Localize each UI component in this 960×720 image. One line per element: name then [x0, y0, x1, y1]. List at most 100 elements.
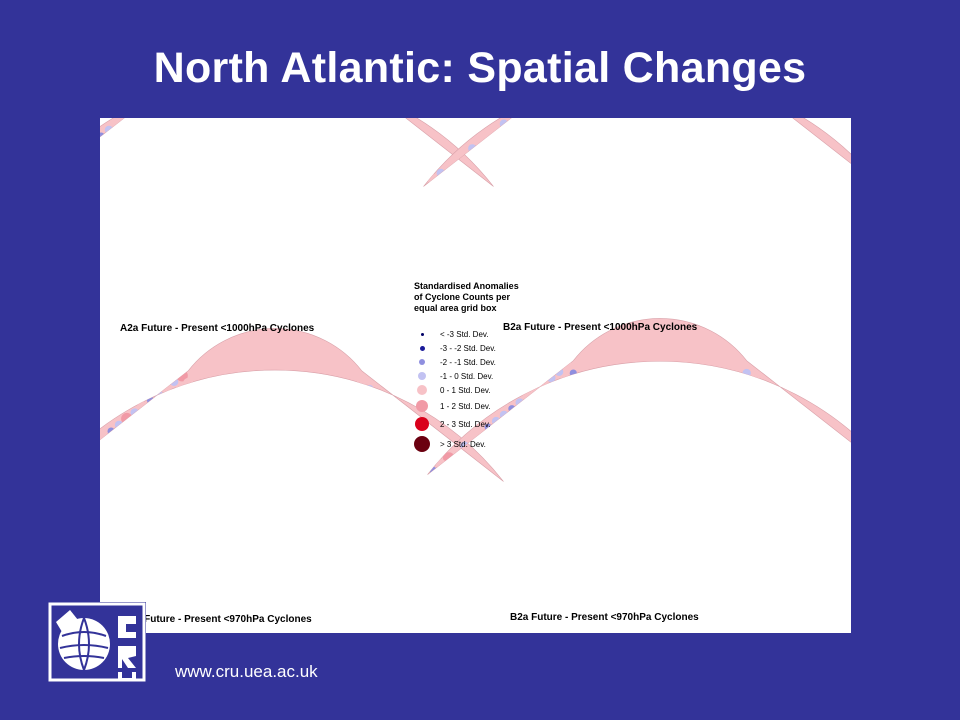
grid-box-dot [771, 187, 775, 191]
grid-box-dot [734, 434, 746, 447]
grid-box-dot [119, 118, 130, 123]
grid-box-dot [734, 423, 746, 436]
grid-box-dot [182, 441, 191, 450]
grid-box-dot [839, 482, 851, 494]
grid-box-dot [617, 400, 626, 409]
grid-box-dot [577, 481, 587, 491]
grid-box-dot [716, 153, 731, 167]
grid-box-dot [182, 390, 193, 402]
grid-box-dot [544, 218, 551, 225]
grid-box-dot [775, 128, 784, 136]
grid-box-dot [627, 200, 637, 210]
grid-box-dot [636, 209, 649, 222]
grid-box-dot [365, 471, 376, 482]
grid-box-dot [839, 166, 844, 171]
grid-box-dot [212, 529, 222, 539]
legend-swatch [414, 436, 430, 452]
grid-box-dot [809, 531, 819, 541]
grid-box-dot [807, 445, 817, 454]
grid-box-dot [259, 424, 272, 437]
grid-box-dot [192, 210, 202, 220]
grid-box-dot [603, 155, 613, 164]
grid-box-dot [486, 165, 498, 176]
grid-box-dot [332, 119, 344, 131]
grid-box-dot [633, 271, 641, 279]
grid-box-dot [617, 514, 624, 521]
grid-box-dot [165, 232, 175, 242]
grid-box-dot [646, 240, 658, 252]
grid-box-dot [123, 498, 133, 508]
grid-box-dot [425, 531, 432, 538]
grid-box-dot [769, 475, 777, 483]
grid-box-dot [110, 447, 122, 458]
grid-box-dot [165, 501, 175, 511]
cru-logo [48, 602, 146, 682]
grid-box-dot [575, 132, 586, 143]
grid-box-dot [375, 478, 384, 482]
grid-box-dot [723, 473, 734, 475]
grid-box-dot [250, 414, 261, 425]
grid-box-dot [186, 119, 198, 131]
grid-box-dot [328, 539, 338, 549]
grid-box-dot [347, 534, 357, 544]
grid-box-dot [526, 173, 536, 182]
grid-box-dot [603, 175, 614, 186]
coastlines [586, 406, 732, 475]
grid-box-dot [157, 519, 167, 529]
grid-box-dot [274, 190, 286, 202]
grid-box-dot [821, 164, 832, 175]
grid-box-dot [222, 405, 233, 417]
grid-box-dot [220, 207, 230, 217]
grid-box-dot [102, 494, 110, 502]
grid-box-dot [526, 534, 536, 544]
coastline [607, 406, 664, 428]
grid-box-dot [437, 476, 441, 480]
grid-box-dot [525, 184, 536, 187]
grid-box-dot [830, 450, 839, 459]
grid-box-dot [482, 476, 493, 482]
grid-box-dot [673, 413, 686, 426]
grid-box-dot [666, 249, 678, 261]
grid-box-dot [518, 518, 528, 528]
footer-url[interactable]: www.cru.uea.ac.uk [175, 662, 318, 681]
grid-box-dot [414, 222, 424, 232]
grid-box-dot [791, 165, 802, 177]
grid-box-dot [383, 484, 393, 494]
grid-box-dot [720, 399, 729, 408]
grid-box-dot [265, 271, 275, 281]
grid-box-dot [631, 455, 640, 464]
grid-box-dot [684, 205, 698, 219]
grid-box-dot [655, 506, 665, 516]
grid-box-dot [570, 228, 580, 238]
grid-box-dot [684, 534, 694, 544]
grid-box-dot [338, 505, 348, 515]
grid-box-dot [704, 190, 718, 204]
grid-box-dot [744, 431, 753, 440]
coastline [690, 426, 732, 441]
grid-box-dot [242, 141, 250, 149]
grid-box-dot [638, 232, 646, 240]
grid-box-dot [140, 231, 150, 241]
grid-box-dot [221, 248, 231, 258]
legend-entry: 1 - 2 Std. Dev. [412, 399, 491, 413]
grid-box-dot [702, 395, 713, 407]
grid-box-dot [222, 239, 230, 247]
grid-box-dot [217, 166, 226, 175]
grid-box-dot [805, 430, 817, 442]
grid-box-dot [716, 432, 729, 444]
grid-box-dot [148, 479, 159, 482]
grid-box-dot [501, 204, 509, 212]
grid-box-dot [674, 525, 684, 535]
grid-box-dot [658, 464, 672, 475]
legend-entry: -3 - -2 Std. Dev. [412, 341, 496, 355]
grid-box-dot [230, 492, 240, 502]
grid-box-dot [173, 459, 182, 468]
grid-box-dot [373, 212, 383, 222]
grid-box-dot [541, 474, 553, 475]
grid-box-dot [724, 217, 736, 229]
grid-box-dot [662, 280, 672, 290]
grid-box-dot [123, 146, 135, 158]
grid-box-dot [566, 118, 576, 124]
grid-box-dot [486, 217, 494, 225]
grid-box-dot [627, 119, 638, 130]
